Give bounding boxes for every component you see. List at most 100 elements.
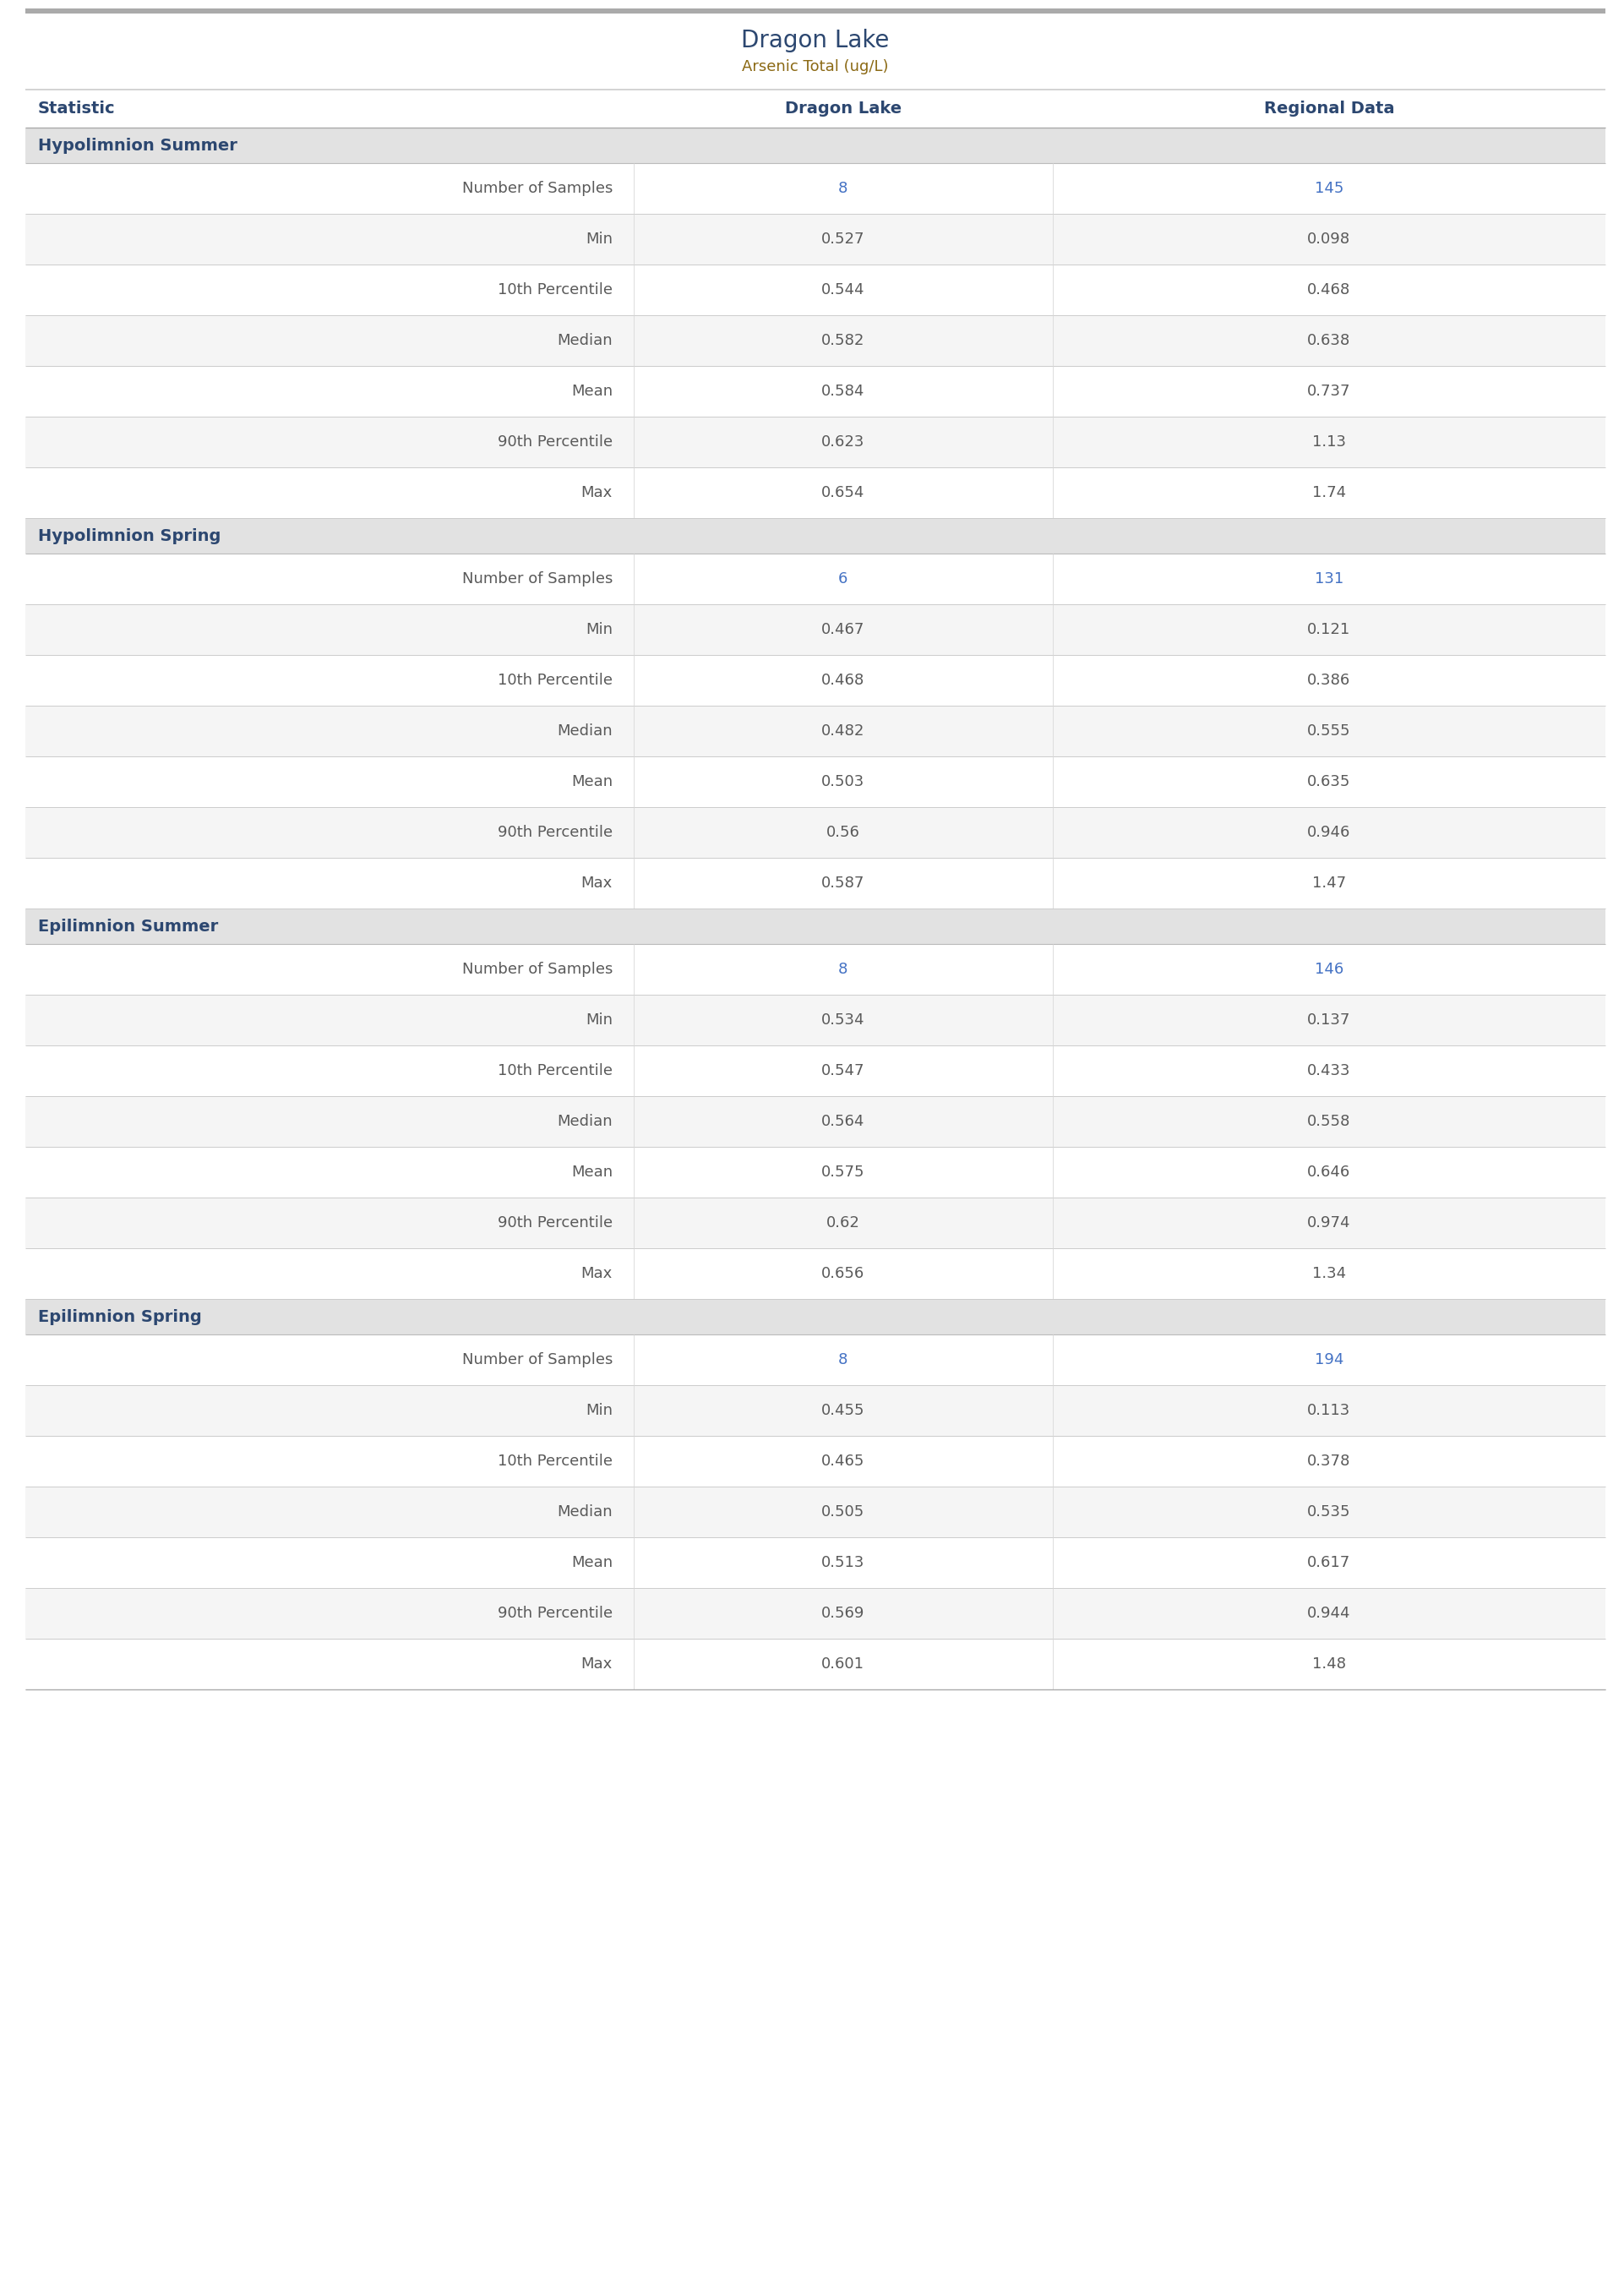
Text: 0.378: 0.378 (1307, 1453, 1351, 1469)
Text: 0.646: 0.646 (1307, 1165, 1351, 1180)
Bar (26, 908, 1606, 944)
Text: 6: 6 (838, 572, 848, 586)
Text: Epilimnion Spring: Epilimnion Spring (37, 1310, 201, 1326)
Text: Hypolimnion Summer: Hypolimnion Summer (37, 136, 237, 154)
Text: Number of Samples: Number of Samples (461, 182, 612, 195)
Text: Min: Min (586, 232, 612, 247)
Text: 0.433: 0.433 (1307, 1062, 1351, 1078)
Text: 0.654: 0.654 (822, 486, 864, 499)
Text: 0.56: 0.56 (827, 824, 859, 840)
Text: 10th Percentile: 10th Percentile (497, 1062, 612, 1078)
Text: 0.547: 0.547 (822, 1062, 866, 1078)
Text: Mean: Mean (572, 774, 612, 790)
Bar (26, 518, 1606, 554)
Text: 0.527: 0.527 (822, 232, 866, 247)
Text: 1.34: 1.34 (1312, 1267, 1346, 1280)
Text: 0.623: 0.623 (822, 434, 864, 449)
Text: 0.113: 0.113 (1307, 1403, 1351, 1419)
Text: 1.74: 1.74 (1312, 486, 1346, 499)
Bar (26, 1437, 1606, 1487)
Text: 0.098: 0.098 (1307, 232, 1351, 247)
Bar (26, 9, 1606, 14)
Text: 0.582: 0.582 (822, 334, 864, 347)
Bar (26, 1298, 1606, 1335)
Bar (26, 213, 1606, 266)
Bar (26, 1589, 1606, 1639)
Text: Max: Max (581, 1267, 612, 1280)
Text: Max: Max (581, 486, 612, 499)
Text: Dragon Lake: Dragon Lake (741, 27, 890, 52)
Text: 90th Percentile: 90th Percentile (497, 1605, 612, 1621)
Text: Hypolimnion Spring: Hypolimnion Spring (37, 529, 221, 545)
Text: Min: Min (586, 1403, 612, 1419)
Bar (26, 858, 1606, 908)
Text: 0.62: 0.62 (827, 1214, 859, 1230)
Bar (26, 468, 1606, 518)
Bar (26, 365, 1606, 418)
Text: Number of Samples: Number of Samples (461, 572, 612, 586)
Text: Min: Min (586, 622, 612, 638)
Text: 0.465: 0.465 (822, 1453, 864, 1469)
Text: 0.635: 0.635 (1307, 774, 1351, 790)
Bar (26, 604, 1606, 656)
Text: 0.564: 0.564 (822, 1115, 864, 1128)
Text: 0.535: 0.535 (1307, 1505, 1351, 1519)
Bar (26, 418, 1606, 468)
Bar (26, 1249, 1606, 1298)
Text: 0.575: 0.575 (822, 1165, 866, 1180)
Text: 0.569: 0.569 (822, 1605, 864, 1621)
Bar (26, 994, 1606, 1046)
Text: 0.455: 0.455 (822, 1403, 866, 1419)
Text: 10th Percentile: 10th Percentile (497, 1453, 612, 1469)
Text: 1.48: 1.48 (1312, 1657, 1346, 1671)
Text: Max: Max (581, 1657, 612, 1671)
Text: 0.587: 0.587 (822, 876, 864, 890)
Bar (26, 1199, 1606, 1249)
Bar (26, 656, 1606, 706)
Text: 1.47: 1.47 (1312, 876, 1346, 890)
Text: 8: 8 (838, 182, 848, 195)
Bar (26, 706, 1606, 756)
Bar (26, 756, 1606, 808)
Text: Arsenic Total (ug/L): Arsenic Total (ug/L) (742, 59, 888, 75)
Text: 0.638: 0.638 (1307, 334, 1351, 347)
Text: Median: Median (557, 724, 612, 738)
Text: Min: Min (586, 1012, 612, 1028)
Text: 0.737: 0.737 (1307, 384, 1351, 400)
Text: 0.544: 0.544 (822, 281, 866, 297)
Text: 0.513: 0.513 (822, 1555, 864, 1571)
Text: Median: Median (557, 334, 612, 347)
Text: Statistic: Statistic (37, 100, 115, 116)
Text: Number of Samples: Number of Samples (461, 962, 612, 976)
Text: 0.482: 0.482 (822, 724, 864, 738)
Text: 146: 146 (1314, 962, 1343, 976)
Text: 0.974: 0.974 (1307, 1214, 1351, 1230)
Text: 0.468: 0.468 (822, 672, 864, 688)
Bar (26, 1096, 1606, 1146)
Text: 0.503: 0.503 (822, 774, 864, 790)
Text: Mean: Mean (572, 1165, 612, 1180)
Text: 0.601: 0.601 (822, 1657, 864, 1671)
Bar (26, 944, 1606, 994)
Bar (26, 316, 1606, 365)
Text: 0.534: 0.534 (822, 1012, 866, 1028)
Text: 90th Percentile: 90th Percentile (497, 434, 612, 449)
Bar (26, 1639, 1606, 1689)
Bar (26, 1046, 1606, 1096)
Text: Median: Median (557, 1115, 612, 1128)
Text: 0.505: 0.505 (822, 1505, 864, 1519)
Bar (26, 1335, 1606, 1385)
Bar (26, 266, 1606, 316)
Text: 0.946: 0.946 (1307, 824, 1351, 840)
Text: 8: 8 (838, 1353, 848, 1367)
Text: 0.121: 0.121 (1307, 622, 1351, 638)
Text: 0.468: 0.468 (1307, 281, 1351, 297)
Text: 0.558: 0.558 (1307, 1115, 1351, 1128)
Bar (26, 1146, 1606, 1199)
Text: 145: 145 (1314, 182, 1343, 195)
Text: 10th Percentile: 10th Percentile (497, 672, 612, 688)
Bar (26, 1385, 1606, 1437)
Text: 10th Percentile: 10th Percentile (497, 281, 612, 297)
Bar (26, 808, 1606, 858)
Text: 0.137: 0.137 (1307, 1012, 1351, 1028)
